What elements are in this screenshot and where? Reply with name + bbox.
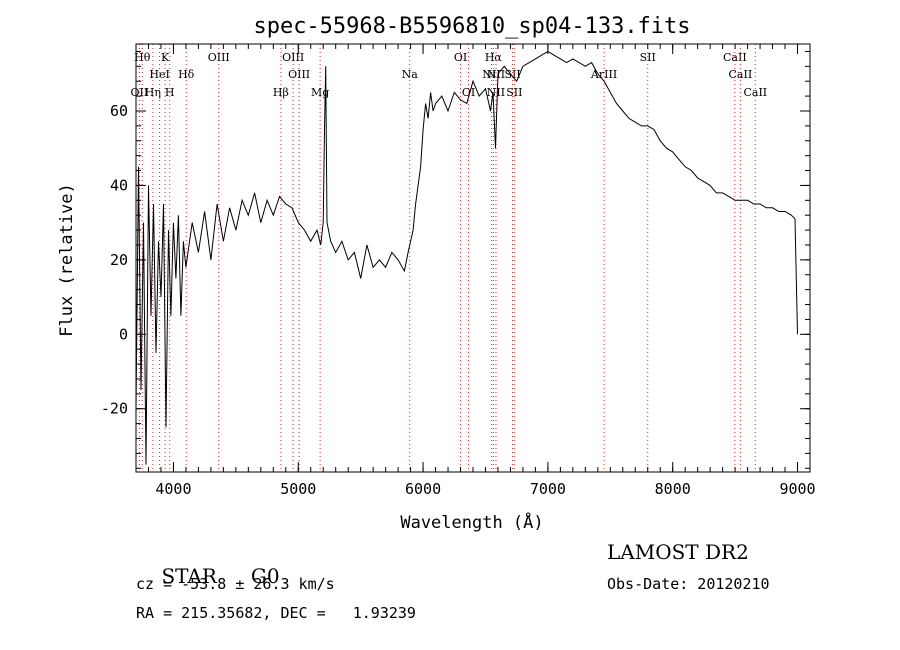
object-subclass: G0 [250,564,280,588]
sky-coordinates: RA = 215.35682, DEC = 1.93239 [136,604,416,622]
x-tick-label-3: 7000 [530,480,566,498]
line-marker-label-3: OIII [282,51,304,64]
line-marker-label-22: OI [462,86,475,99]
survey-name: LAMOST DR2 [607,540,749,564]
line-marker-label-21: Mg [311,86,329,99]
plot-frame [135,43,811,473]
redshift-cz: cz = -53.8 ± 26.3 km/s [136,575,335,593]
line-marker-label-23: NII [487,86,505,99]
line-marker-label-19: H [165,86,175,99]
line-marker-label-15: ArIII [590,68,617,81]
line-marker-label-5: Hα [485,51,503,64]
line-marker-label-11: Na [402,68,419,81]
line-marker-label-1: K [161,51,170,64]
line-marker-label-0: Hθ [134,51,151,64]
line-marker-label-12: NII [482,68,500,81]
line-marker-label-16: CaII [729,68,753,81]
y-tick-label-2: 20 [110,251,128,269]
x-axis-label: Wavelength (Å) [400,511,543,533]
x-tick-label-5: 9000 [779,480,815,498]
y-tick-label-1: 0 [119,325,128,343]
line-marker-label-25: CaII [743,86,767,99]
y-tick-label-4: 60 [110,102,128,120]
line-marker-label-7: CaII [723,51,747,64]
object-class: STAR [161,564,217,588]
x-tick-label-2: 6000 [405,480,441,498]
line-marker-label-17: OII [131,86,149,99]
line-marker-label-4: OI [454,51,467,64]
line-marker-label-24: SII [506,86,522,99]
y-axis-label: Flux (relative) [57,183,77,337]
x-tick-label-4: 8000 [655,480,691,498]
line-marker-label-20: Hβ [273,86,289,99]
line-marker-label-6: SII [640,51,656,64]
line-marker-label-9: Hδ [178,68,195,81]
line-marker-label-8: HeI [149,68,169,81]
observation-date: Obs-Date: 20120210 [607,575,770,593]
line-marker-label-2: OIII [208,51,230,64]
x-tick-label-1: 5000 [280,480,316,498]
line-marker-label-10: OIII [288,68,310,81]
y-tick-label-0: -20 [101,400,128,418]
spectrum-series-line [135,50,798,465]
y-tick-label-3: 40 [110,176,128,194]
chart-title: spec-55968-B5596810_sp04-133.fits [253,14,690,39]
line-marker-label-18: Hη [145,86,161,99]
line-marker-label-13: NII [487,68,505,81]
x-tick-label-0: 4000 [155,480,191,498]
